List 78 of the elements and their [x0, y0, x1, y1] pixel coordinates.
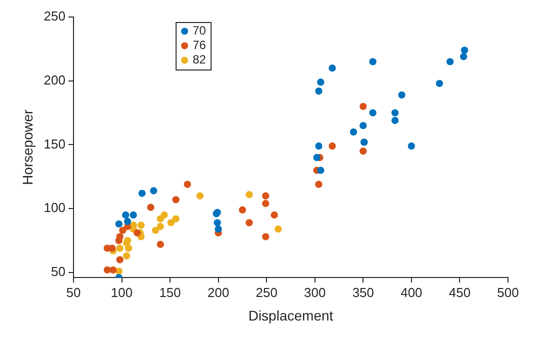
point: [460, 46, 468, 54]
point: [317, 78, 324, 86]
point: [172, 196, 180, 204]
point: [446, 58, 454, 66]
point: [122, 211, 130, 219]
y-tick-label: 150: [44, 136, 66, 152]
point: [115, 220, 122, 228]
y-tick-label: 50: [51, 264, 66, 280]
point: [436, 80, 444, 88]
x-tick-label: 450: [448, 284, 471, 300]
point: [109, 266, 117, 274]
point: [214, 225, 222, 233]
x-tick-label: 150: [159, 284, 181, 300]
x-tick-label: 350: [352, 284, 374, 300]
point: [328, 142, 336, 150]
point: [313, 154, 320, 162]
x-tick-label: 100: [110, 284, 133, 300]
point: [315, 142, 322, 150]
point: [391, 109, 399, 116]
point: [156, 215, 164, 222]
point: [350, 128, 358, 136]
point: [328, 64, 336, 72]
point: [150, 187, 158, 194]
legend-label: 82: [192, 52, 206, 67]
y-tick-label: 250: [44, 8, 66, 24]
point: [138, 190, 146, 197]
point: [360, 122, 367, 130]
y-tick-label: 200: [44, 72, 66, 88]
point: [238, 206, 246, 214]
point: [116, 244, 124, 252]
point: [122, 252, 130, 260]
point: [108, 244, 116, 252]
point: [274, 225, 282, 233]
point: [369, 109, 376, 116]
point: [137, 222, 145, 229]
point: [172, 215, 180, 222]
legend-label: 70: [192, 24, 206, 38]
point: [262, 192, 270, 200]
point: [391, 116, 399, 124]
point: [152, 226, 160, 234]
point: [156, 222, 164, 230]
x-tick-label: 250: [256, 284, 278, 300]
point: [317, 166, 324, 174]
point: [270, 211, 278, 219]
x-axis-title: Displacement: [248, 307, 334, 324]
point: [119, 226, 126, 234]
point: [315, 180, 322, 188]
point: [196, 192, 204, 200]
x-tick-label: 400: [400, 284, 422, 300]
x-tick-label: 50: [66, 284, 81, 300]
point: [246, 219, 253, 226]
point: [369, 58, 376, 66]
point: [134, 229, 141, 236]
point: [184, 180, 192, 188]
point: [124, 244, 132, 252]
point: [214, 219, 221, 226]
x-tick-label: 500: [497, 284, 519, 300]
point: [262, 200, 270, 208]
point: [360, 148, 367, 155]
point: [315, 87, 322, 95]
point: [262, 233, 270, 240]
point: [408, 142, 416, 150]
y-axis-title: Horsepower: [19, 109, 36, 186]
point: [124, 218, 132, 225]
point: [116, 256, 124, 264]
y-tick-label: 100: [44, 200, 66, 216]
x-tick-label: 300: [304, 284, 326, 300]
point: [156, 240, 164, 248]
point: [130, 211, 137, 219]
point: [360, 102, 367, 110]
point: [147, 204, 154, 211]
x-tick-label: 200: [207, 284, 230, 300]
point: [167, 219, 175, 226]
point: [398, 91, 406, 99]
point: [115, 236, 122, 244]
point: [246, 190, 253, 198]
legend-label: 76: [192, 38, 206, 52]
point: [460, 53, 468, 60]
